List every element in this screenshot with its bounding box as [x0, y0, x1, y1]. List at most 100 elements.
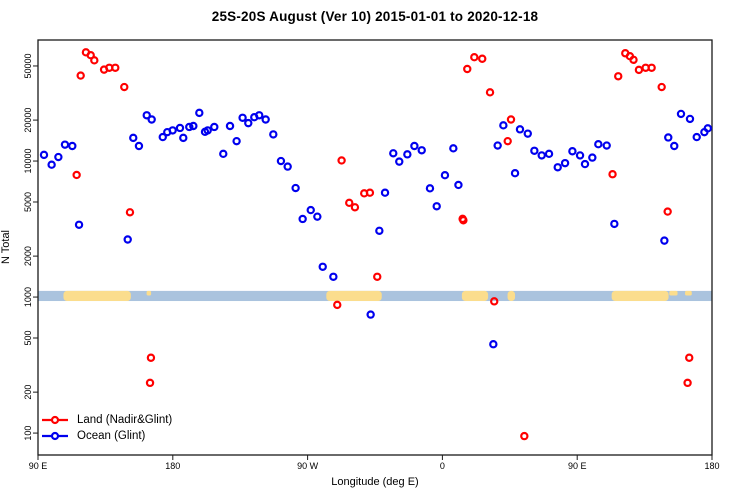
ocean-data-point [219, 149, 228, 159]
land-data-point [608, 170, 617, 179]
ocean-data-point [670, 141, 679, 151]
ocean-data-point [306, 205, 315, 215]
ocean-data-point [523, 129, 532, 138]
land-data-point [459, 216, 468, 225]
ocean-data-point [276, 156, 286, 166]
y-tick-label: 20000 [23, 108, 33, 133]
island-sliver [669, 290, 678, 296]
land-data-point [72, 170, 81, 180]
ocean-data-point [134, 141, 144, 151]
ocean-data-point [261, 115, 270, 124]
ocean-data-point [602, 141, 611, 150]
ocean-data-point [417, 146, 426, 155]
y-tick-label: 100 [23, 426, 33, 441]
ocean-data-point [195, 108, 204, 118]
x-tick-label: 180 [165, 461, 180, 471]
y-tick-label: 1000 [23, 287, 33, 307]
ocean-data-point [499, 121, 508, 130]
ocean-data-point [283, 162, 292, 171]
island-sliver [685, 290, 692, 296]
ocean-data-point [210, 122, 219, 132]
ocean-data-point [39, 150, 49, 160]
x-tick-label: 0 [440, 461, 445, 471]
plot-border [37, 39, 713, 456]
ocean-data-point [158, 132, 167, 142]
ocean-data-point [530, 146, 539, 155]
ocean-data-point [537, 151, 546, 160]
island-sliver [146, 290, 152, 296]
land-patch [507, 290, 516, 302]
ocean-data-point [238, 113, 247, 122]
ocean-data-point [454, 180, 463, 190]
ocean-data-point [129, 133, 138, 143]
land-data-point [490, 297, 499, 306]
ocean-data-point [380, 188, 390, 197]
land-data-point [657, 82, 666, 92]
ocean-data-point [432, 202, 441, 211]
ocean-data-point [269, 130, 278, 139]
ocean-data-point [168, 126, 177, 135]
ocean-data-point [179, 133, 188, 143]
land-data-point [145, 378, 155, 388]
ocean-data-point [664, 133, 673, 142]
ocean-data-point [560, 158, 570, 168]
ocean-data-point [553, 163, 562, 172]
y-tick-label: 50000 [23, 53, 33, 78]
ocean-data-point [329, 272, 338, 281]
ocean-data-point [298, 214, 307, 224]
ocean-data-point [515, 125, 525, 134]
x-tick-label: 90 W [297, 461, 319, 471]
chart-title: 25S-20S August (Ver 10) 2015-01-01 to 20… [211, 9, 539, 24]
legend-label-ocean: Ocean (Glint) [77, 430, 146, 442]
ocean-data-point [489, 340, 498, 349]
land-patch [461, 290, 489, 302]
land-data-point [485, 88, 495, 97]
ocean-data-point [403, 150, 412, 159]
land-data-point [333, 300, 342, 310]
ocean-data-point [685, 114, 695, 124]
ocean-data-point [375, 226, 384, 235]
land-data-point [120, 82, 129, 92]
ocean-data-point [568, 147, 577, 156]
y-tick-label: 200 [23, 385, 33, 400]
land-data-point [373, 272, 382, 281]
ocean-data-point [123, 235, 132, 244]
land-data-point [345, 198, 354, 208]
land-data-point [663, 207, 672, 216]
land-patch [63, 290, 131, 302]
ocean-data-point [510, 168, 520, 178]
ocean-data-point [232, 136, 241, 146]
ocean-data-point [291, 183, 300, 193]
land-data-point [470, 52, 479, 62]
y-tick-label: 10000 [23, 149, 33, 174]
land-data-point [365, 188, 375, 197]
ocean-data-point [580, 159, 590, 169]
land-data-point [478, 54, 487, 63]
ocean-legend-marker-icon [42, 431, 68, 441]
ocean-data-point [425, 184, 435, 193]
ocean-data-point [366, 310, 375, 319]
land-data-point [503, 136, 512, 146]
ocean-data-point [203, 126, 212, 135]
ocean-data-point [68, 141, 77, 151]
ocean-data-point [588, 153, 597, 162]
land-data-point [520, 431, 529, 441]
ocean-data-point [575, 151, 585, 160]
ocean-data-point [410, 141, 419, 151]
legend-label-land: Land (Nadir&Glint) [77, 414, 173, 426]
land-data-point [634, 65, 644, 75]
land-patch [611, 290, 669, 302]
ocean-data-point [47, 160, 56, 169]
ocean-data-point [389, 149, 398, 158]
ocean-data-point [244, 118, 253, 128]
ocean-data-point [594, 139, 603, 149]
ocean-data-point [318, 262, 327, 271]
ocean-data-point [544, 149, 554, 159]
land-patch [326, 290, 382, 302]
x-tick-label: 180 [704, 461, 719, 471]
land-data-point [90, 56, 99, 65]
ocean-data-point [142, 111, 151, 120]
ocean-data-point [676, 109, 686, 119]
x-tick-label: 90 E [568, 461, 587, 471]
